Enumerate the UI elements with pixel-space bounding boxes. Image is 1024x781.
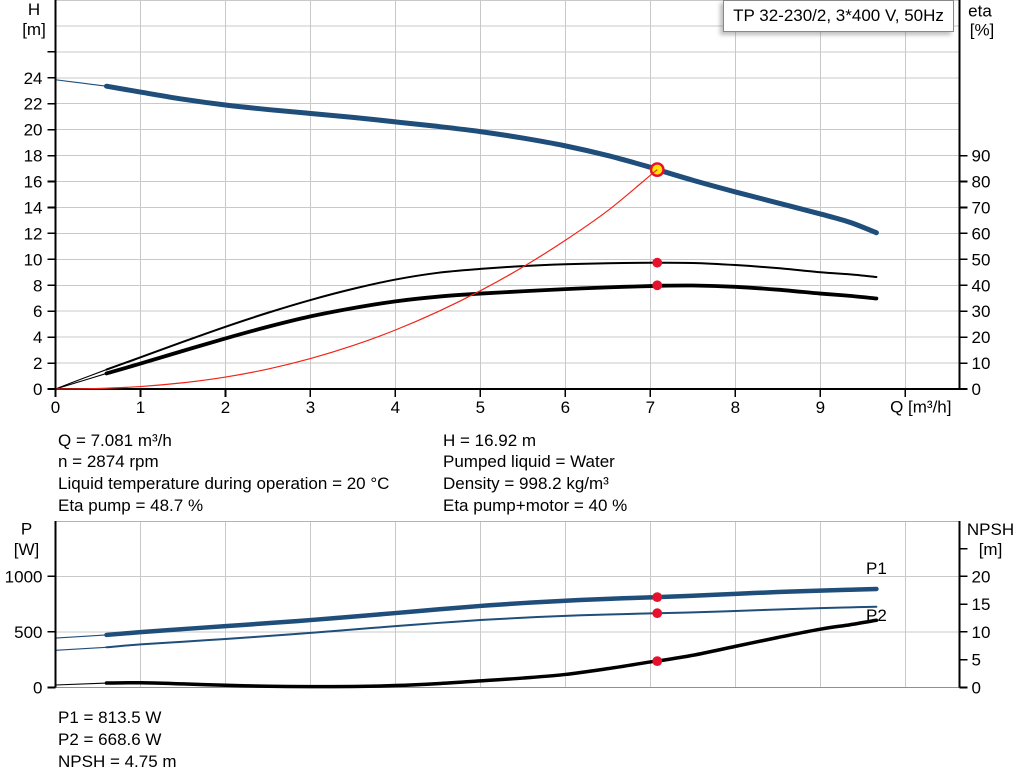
x-tick-label: 1 [136, 398, 145, 417]
curve-head-thin [55, 79, 107, 87]
result-line: Pumped liquid = Water [443, 452, 615, 472]
result-line: Q = 7.081 m³/h [58, 430, 172, 450]
p-axis-title-symbol: P [21, 520, 32, 539]
duty-results-left: Q = 7.081 m³/h n = 2874 rpm Liquid tempe… [58, 430, 389, 517]
npsh-axis-title-symbol: NPSH [967, 520, 1014, 539]
y-right-tick-label: 30 [972, 302, 991, 321]
result-line: Eta pump = 48.7 % [58, 495, 204, 515]
x-tick-label: 8 [731, 398, 740, 417]
y-right-tick-label: 10 [972, 623, 991, 642]
result-line: H = 16.92 m [443, 430, 537, 450]
curve-p1-thin [55, 634, 107, 639]
y-left-tick-label: 16 [24, 173, 43, 192]
chart-title-box: TP 32-230/2, 3*400 V, 50Hz [723, 0, 954, 32]
duty-results-right: H = 16.92 m Pumped liquid = Water Densit… [443, 430, 627, 517]
result-line: NPSH = 4.75 m [58, 751, 177, 771]
y-right-tick-label: 5 [972, 651, 981, 670]
x-tick-label: 5 [476, 398, 485, 417]
x-tick-label: 7 [646, 398, 655, 417]
marker-npsh-point [652, 656, 663, 667]
x-tick-label: 2 [221, 398, 230, 417]
y-right-tick-label: 70 [972, 198, 991, 217]
y-left-tick-label: 2 [33, 354, 42, 373]
curve-system-curve [55, 169, 658, 390]
eta-axis-title-unit: [%] [970, 21, 995, 40]
y-left-tick-label: 24 [24, 69, 43, 88]
chart-title-text: TP 32-230/2, 3*400 V, 50Hz [733, 6, 944, 25]
y-left-tick-label: 10 [24, 250, 43, 269]
y-right-tick-label: 10 [972, 354, 991, 373]
result-line: P1 = 813.5 W [58, 708, 162, 728]
result-line: Eta pump+motor = 40 % [443, 495, 628, 515]
curve-eta-pump-motor-thin [55, 372, 107, 390]
power-npsh-results: P1 = 813.5 W P2 = 668.6 W NPSH = 4.75 m [58, 707, 177, 772]
y-right-tick-label: 0 [972, 679, 981, 698]
q-axis-title: Q [m³/h] [890, 398, 951, 417]
x-tick-label: 4 [391, 398, 400, 417]
y-left-tick-label: 500 [14, 623, 42, 642]
marker-p2-point [652, 608, 663, 619]
curve-p2-thin [55, 646, 107, 651]
y-left-tick-label: 12 [24, 224, 43, 243]
curve-eta-pump-thin [55, 369, 107, 390]
marker-eta-pump-point [652, 257, 663, 268]
y-right-tick-label: 15 [972, 595, 991, 614]
bottom-chart: 0 500 1000 0 5 10 15 20 [5, 521, 991, 698]
result-line: Density = 998.2 kg/m³ [443, 474, 609, 494]
p2-series-label: P2 [866, 606, 887, 625]
y-right-tick-label: 20 [972, 328, 991, 347]
p1-series-label: P1 [866, 559, 887, 578]
y-left-tick-label: 0 [33, 380, 42, 399]
curve-p1 [104, 586, 879, 638]
y-right-tick-label: 80 [972, 173, 991, 192]
y-left-tick-label: 22 [24, 95, 43, 114]
y-left-tick-label: 1000 [5, 567, 43, 586]
curve-eta-pump [105, 261, 878, 371]
p-axis-title-unit: [W] [14, 540, 40, 559]
y-left-tick-label: 4 [33, 328, 42, 347]
y-right-tick-label: 50 [972, 250, 991, 269]
y-left-tick-label: 20 [24, 121, 43, 140]
top-chart: 0246810121416182022240102030405060708090… [24, 0, 991, 417]
y-left-tick-label: 8 [33, 276, 42, 295]
y-right-tick-label: 0 [972, 380, 981, 399]
y-right-tick-label: 20 [972, 567, 991, 586]
x-tick-label: 9 [816, 398, 825, 417]
y-left-tick-label: 14 [24, 198, 43, 217]
result-line: n = 2874 rpm [58, 452, 159, 472]
y-right-tick-label: 40 [972, 276, 991, 295]
y-left-tick-label: 0 [33, 679, 42, 698]
eta-axis-title-symbol: eta [968, 2, 992, 21]
curve-eta-pump-motor [104, 283, 879, 376]
result-line: P2 = 668.6 W [58, 730, 162, 750]
h-axis-title-symbol: H [28, 0, 40, 19]
y-left-tick-label: 18 [24, 147, 43, 166]
result-line: Liquid temperature during operation = 20… [58, 474, 390, 494]
curve-p2 [105, 605, 878, 649]
marker-eta-pump-motor-point [652, 280, 663, 291]
h-axis-title-unit: [m] [22, 20, 46, 39]
curve-head [103, 83, 879, 236]
marker-p1-point [652, 592, 663, 603]
x-tick-label: 0 [51, 398, 60, 417]
y-right-tick-label: 90 [972, 147, 991, 166]
x-tick-label: 3 [306, 398, 315, 417]
y-right-tick-label: 60 [972, 224, 991, 243]
y-left-tick-label: 6 [33, 302, 42, 321]
x-tick-label: 6 [561, 398, 570, 417]
npsh-axis-title-unit: [m] [979, 540, 1003, 559]
curve-npsh-thin [55, 682, 107, 686]
curve-npsh [104, 618, 879, 689]
